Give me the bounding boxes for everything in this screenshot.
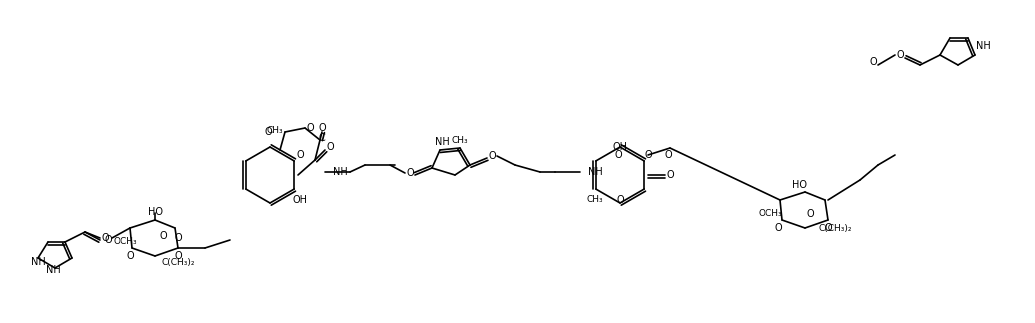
Text: OCH₃: OCH₃: [759, 210, 781, 218]
Text: NH: NH: [976, 41, 990, 51]
Text: NH: NH: [46, 265, 60, 275]
Text: O: O: [159, 231, 167, 241]
Text: OH: OH: [293, 195, 307, 205]
Text: O: O: [616, 195, 624, 205]
Text: O: O: [869, 57, 877, 67]
Text: O: O: [174, 251, 182, 261]
Text: O: O: [126, 251, 134, 261]
Text: HO: HO: [793, 180, 807, 190]
Text: O: O: [664, 150, 672, 160]
Text: O: O: [264, 127, 272, 137]
Text: O: O: [824, 223, 832, 233]
Text: O: O: [614, 150, 622, 160]
Text: O: O: [489, 151, 496, 161]
Text: O: O: [667, 170, 674, 180]
Text: NH: NH: [435, 137, 449, 147]
Text: O: O: [406, 168, 414, 178]
Text: O: O: [318, 123, 326, 133]
Text: O: O: [174, 233, 182, 243]
Text: NH: NH: [31, 257, 46, 267]
Text: HO: HO: [148, 207, 162, 217]
Text: O: O: [326, 142, 334, 152]
Text: C: C: [319, 133, 325, 143]
Text: CH₃: CH₃: [267, 126, 284, 134]
Text: CH₃: CH₃: [587, 195, 603, 204]
Text: C(CH₃)₂: C(CH₃)₂: [819, 224, 852, 233]
Text: O: O: [105, 235, 112, 245]
Text: O: O: [806, 209, 814, 219]
Text: O: O: [896, 50, 904, 60]
Text: CH₃: CH₃: [451, 136, 468, 144]
Text: O: O: [774, 223, 781, 233]
Text: O: O: [306, 123, 314, 133]
Text: O: O: [101, 233, 109, 243]
Text: O: O: [644, 150, 652, 160]
Text: C(CH₃)₂: C(CH₃)₂: [161, 257, 195, 266]
Text: OH: OH: [613, 142, 627, 152]
Text: OCH₃: OCH₃: [113, 237, 137, 246]
Text: O: O: [296, 150, 304, 160]
Text: NH: NH: [332, 167, 348, 177]
Text: NH: NH: [588, 167, 602, 177]
